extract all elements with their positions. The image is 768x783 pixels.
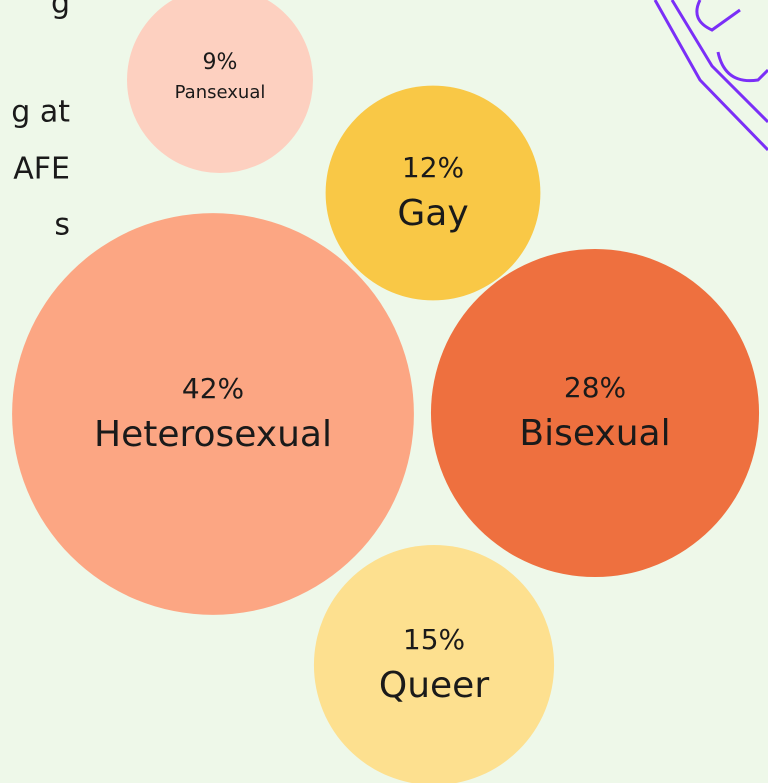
category-label: Gay [397, 193, 468, 234]
value-label: 9% [203, 50, 238, 75]
category-label: Queer [379, 665, 489, 706]
side-line: g [51, 0, 70, 21]
side-line: s [54, 208, 70, 243]
value-label: 15% [403, 623, 465, 656]
value-label: 12% [402, 151, 464, 184]
value-label: 42% [182, 372, 244, 405]
side-line: AFE [13, 152, 70, 187]
category-label: Bisexual [519, 413, 670, 454]
value-label: 28% [564, 371, 626, 404]
side-line: g at [11, 95, 70, 130]
category-label: Pansexual [175, 82, 266, 103]
bubble [314, 545, 554, 783]
infographic: g g at AFE s 9% Pansexual 12% Gay 42% Heterosexu… [0, 0, 768, 783]
category-label: Heterosexual [94, 414, 332, 455]
